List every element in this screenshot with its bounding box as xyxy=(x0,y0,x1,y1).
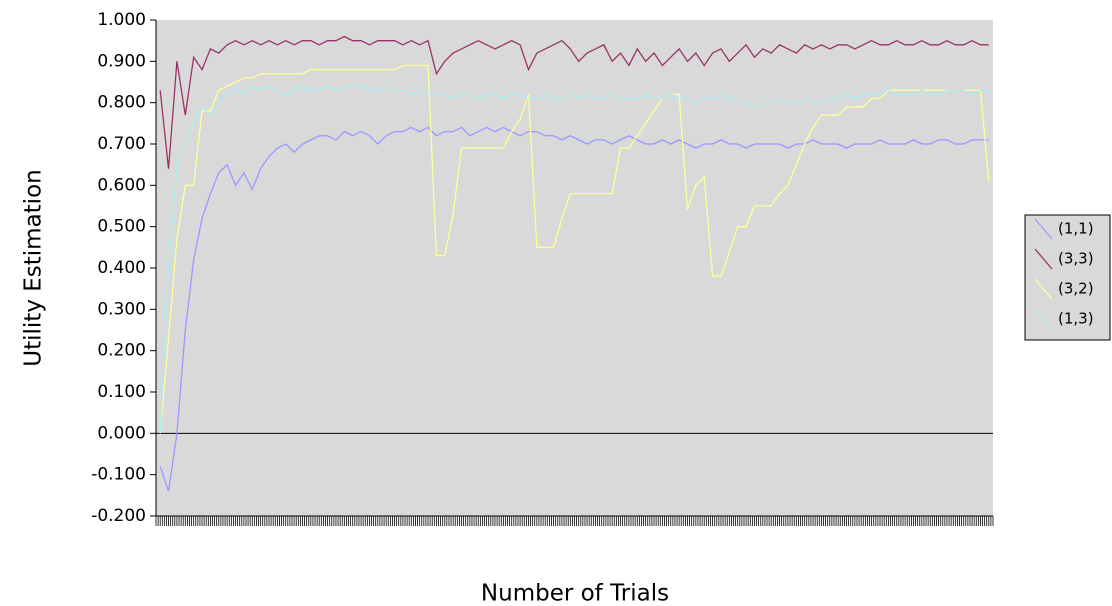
legend-swatch xyxy=(1034,248,1053,270)
legend-swatch xyxy=(1034,218,1053,240)
series-line xyxy=(159,35,989,169)
y-tick-label: 0.600 xyxy=(97,175,146,195)
legend-label: (1,3) xyxy=(1058,310,1094,328)
y-tick-label: 0.400 xyxy=(97,258,146,278)
y-tick-label: -0.100 xyxy=(91,465,146,485)
x-axis-title: Number of Trials xyxy=(481,581,669,606)
y-tick-label: 0.900 xyxy=(97,51,146,71)
y-tick-label: -0.200 xyxy=(91,506,146,526)
y-axis-title: Utility Estimation xyxy=(21,169,47,366)
series-line xyxy=(159,126,989,492)
y-tick-label: 0.300 xyxy=(97,299,146,319)
legend-label: (3,3) xyxy=(1058,250,1094,268)
legend-swatch xyxy=(1034,278,1053,300)
y-tick-label: 0.700 xyxy=(97,134,146,154)
legend-swatch xyxy=(1034,308,1053,330)
y-tick-label: 0.200 xyxy=(97,341,146,361)
series-line xyxy=(159,85,989,434)
y-tick-label: 0.800 xyxy=(97,93,146,113)
legend xyxy=(1024,214,1111,341)
y-tick-label: 0.100 xyxy=(97,382,146,402)
series-line xyxy=(159,64,990,434)
y-tick-label: 1.000 xyxy=(97,10,146,30)
legend-label: (1,1) xyxy=(1058,220,1094,238)
legend-label: (3,2) xyxy=(1058,280,1094,298)
y-tick-label: 0.500 xyxy=(97,217,146,237)
y-tick-label: 0.000 xyxy=(97,423,146,443)
